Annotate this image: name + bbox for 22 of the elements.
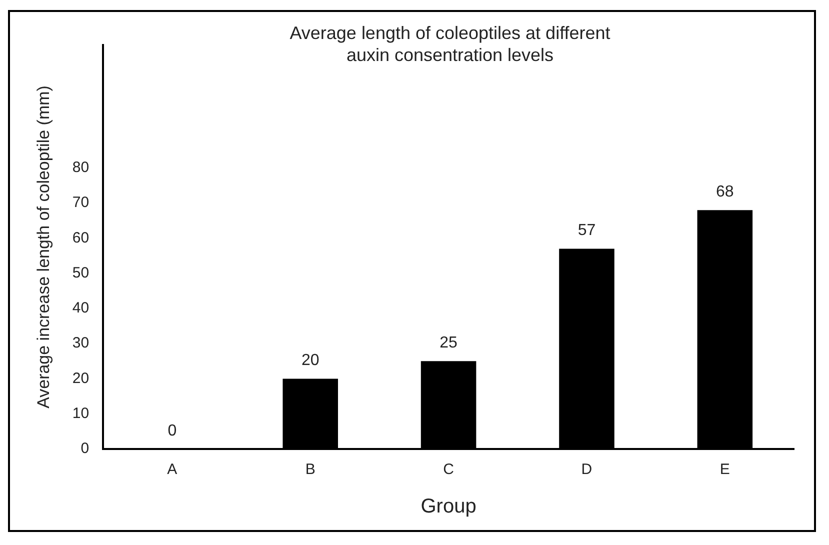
data-label: 57 — [578, 222, 596, 240]
x-tick-label: A — [167, 461, 178, 478]
y-tick-label: 60 — [72, 229, 90, 246]
y-tick-label: 80 — [72, 159, 90, 176]
x-tick-label: B — [305, 461, 316, 478]
x-tick-label: E — [720, 461, 730, 478]
y-axis-title: Average increase length of coleoptile (mm) — [34, 86, 53, 408]
x-tick-label: D — [581, 461, 592, 478]
y-tick-label: 70 — [72, 194, 90, 212]
y-tick-label: 0 — [80, 440, 90, 458]
y-tick-label: 10 — [72, 405, 90, 422]
y-tick-label: 40 — [72, 300, 90, 317]
y-tick-label: 30 — [72, 334, 90, 352]
data-label: 0 — [168, 422, 177, 440]
y-tick-label: 50 — [72, 264, 90, 282]
x-tick-label: C — [443, 461, 454, 478]
data-label: 68 — [716, 184, 734, 201]
chart-title: Average length of coleoptiles at different auxin consentration levels — [270, 22, 630, 66]
x-axis-title: Group — [420, 496, 476, 518]
data-label: 20 — [301, 352, 320, 370]
data-label: 25 — [440, 334, 458, 352]
y-tick-label: 20 — [72, 370, 90, 387]
